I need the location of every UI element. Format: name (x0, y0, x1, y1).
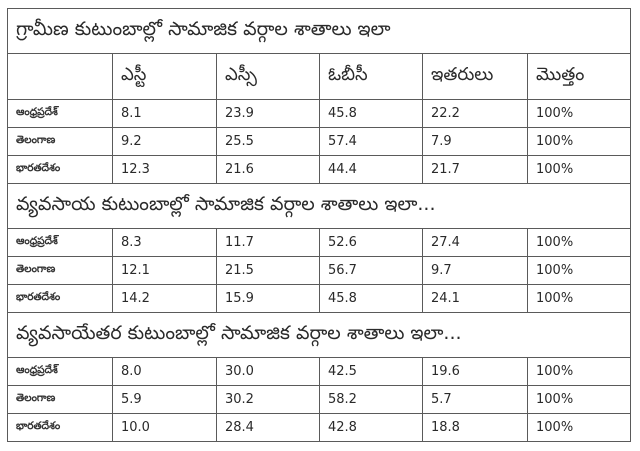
cell-obc: 42.5 (319, 357, 423, 386)
cell-st: 12.1 (112, 256, 217, 285)
cell-total: 100% (526, 413, 632, 442)
section-title-row: వ్యవసాయేతర కుటుంబాల్లో సామాజిక వర్గాల శా… (6, 312, 632, 358)
cell-obc: 42.8 (319, 413, 423, 442)
table-row: తెలంగాణ 5.9 30.2 58.2 5.7 100% (7, 385, 632, 414)
row-label: భారతదేశం (7, 155, 113, 184)
section-title-rural: గ్రామీణ కుటుంబాల్లో సామాజిక వర్గాల శాతాల… (6, 8, 632, 54)
cell-sc: 23.9 (216, 99, 320, 128)
row-label: తెలంగాణ (7, 127, 113, 156)
column-header-empty (7, 53, 113, 100)
row-label: తెలంగాణ (7, 256, 113, 285)
cell-sc: 21.6 (216, 155, 320, 184)
cell-st: 8.3 (112, 228, 217, 257)
cell-obc: 56.7 (319, 256, 423, 285)
cell-others: 22.2 (422, 99, 528, 128)
cell-total: 100% (526, 127, 632, 156)
cell-st: 8.0 (112, 357, 217, 386)
cell-sc: 21.5 (216, 256, 320, 285)
section-title-row: గ్రామీణ కుటుంబాల్లో సామాజిక వర్గాల శాతాల… (6, 8, 632, 54)
column-header-total: మొత్తం (526, 53, 632, 100)
cell-total: 100% (526, 228, 632, 257)
column-header-row: ఎస్టీ ఎస్సీ ఓబీసీ ఇతరులు మొత్తం (7, 53, 632, 100)
cell-others: 9.7 (422, 256, 528, 285)
social-groups-table: గ్రామీణ కుటుంబాల్లో సామాజిక వర్గాల శాతాల… (6, 8, 632, 442)
cell-st: 14.2 (112, 284, 217, 313)
cell-total: 100% (526, 256, 632, 285)
cell-total: 100% (526, 99, 632, 128)
cell-st: 9.2 (112, 127, 217, 156)
table-row: తెలంగాణ 9.2 25.5 57.4 7.9 100% (7, 127, 632, 156)
cell-others: 18.8 (422, 413, 528, 442)
cell-total: 100% (526, 385, 632, 414)
cell-others: 21.7 (422, 155, 528, 184)
cell-obc: 44.4 (319, 155, 423, 184)
cell-sc: 25.5 (216, 127, 320, 156)
section-title-non-agricultural: వ్యవసాయేతర కుటుంబాల్లో సామాజిక వర్గాల శా… (6, 312, 632, 358)
table-row: ఆంధ్రప్రదేశ్ 8.1 23.9 45.8 22.2 100% (7, 99, 632, 128)
column-header-others: ఇతరులు (422, 53, 528, 100)
cell-obc: 52.6 (319, 228, 423, 257)
cell-sc: 15.9 (216, 284, 320, 313)
section-title-row: వ్యవసాయ కుటుంబాల్లో సామాజిక వర్గాల శాతాల… (6, 183, 632, 229)
cell-sc: 30.0 (216, 357, 320, 386)
cell-obc: 45.8 (319, 99, 423, 128)
table-row: భారతదేశం 12.3 21.6 44.4 21.7 100% (7, 155, 632, 184)
cell-others: 7.9 (422, 127, 528, 156)
cell-sc: 28.4 (216, 413, 320, 442)
table-row: తెలంగాణ 12.1 21.5 56.7 9.7 100% (7, 256, 632, 285)
column-header-sc: ఎస్సీ (216, 53, 320, 100)
cell-st: 12.3 (112, 155, 217, 184)
table-row: ఆంధ్రప్రదేశ్ 8.0 30.0 42.5 19.6 100% (7, 357, 632, 386)
cell-obc: 45.8 (319, 284, 423, 313)
section-title-agricultural: వ్యవసాయ కుటుంబాల్లో సామాజిక వర్గాల శాతాల… (6, 183, 632, 229)
cell-others: 19.6 (422, 357, 528, 386)
table-row: భారతదేశం 10.0 28.4 42.8 18.8 100% (7, 413, 632, 442)
cell-st: 5.9 (112, 385, 217, 414)
cell-others: 24.1 (422, 284, 528, 313)
column-header-obc: ఓబీసీ (319, 53, 423, 100)
cell-sc: 30.2 (216, 385, 320, 414)
cell-sc: 11.7 (216, 228, 320, 257)
cell-total: 100% (526, 357, 632, 386)
row-label: భారతదేశం (7, 284, 113, 313)
cell-obc: 57.4 (319, 127, 423, 156)
row-label: భారతదేశం (7, 413, 113, 442)
row-label: ఆంధ్రప్రదేశ్ (7, 357, 113, 386)
cell-total: 100% (526, 155, 632, 184)
cell-others: 5.7 (422, 385, 528, 414)
row-label: ఆంధ్రప్రదేశ్ (7, 99, 113, 128)
row-label: ఆంధ్రప్రదేశ్ (7, 228, 113, 257)
cell-st: 8.1 (112, 99, 217, 128)
cell-st: 10.0 (112, 413, 217, 442)
cell-total: 100% (526, 284, 632, 313)
cell-others: 27.4 (422, 228, 528, 257)
table-row: భారతదేశం 14.2 15.9 45.8 24.1 100% (7, 284, 632, 313)
table-row: ఆంధ్రప్రదేశ్ 8.3 11.7 52.6 27.4 100% (7, 228, 632, 257)
row-label: తెలంగాణ (7, 385, 113, 414)
cell-obc: 58.2 (319, 385, 423, 414)
column-header-st: ఎస్టీ (112, 53, 217, 100)
